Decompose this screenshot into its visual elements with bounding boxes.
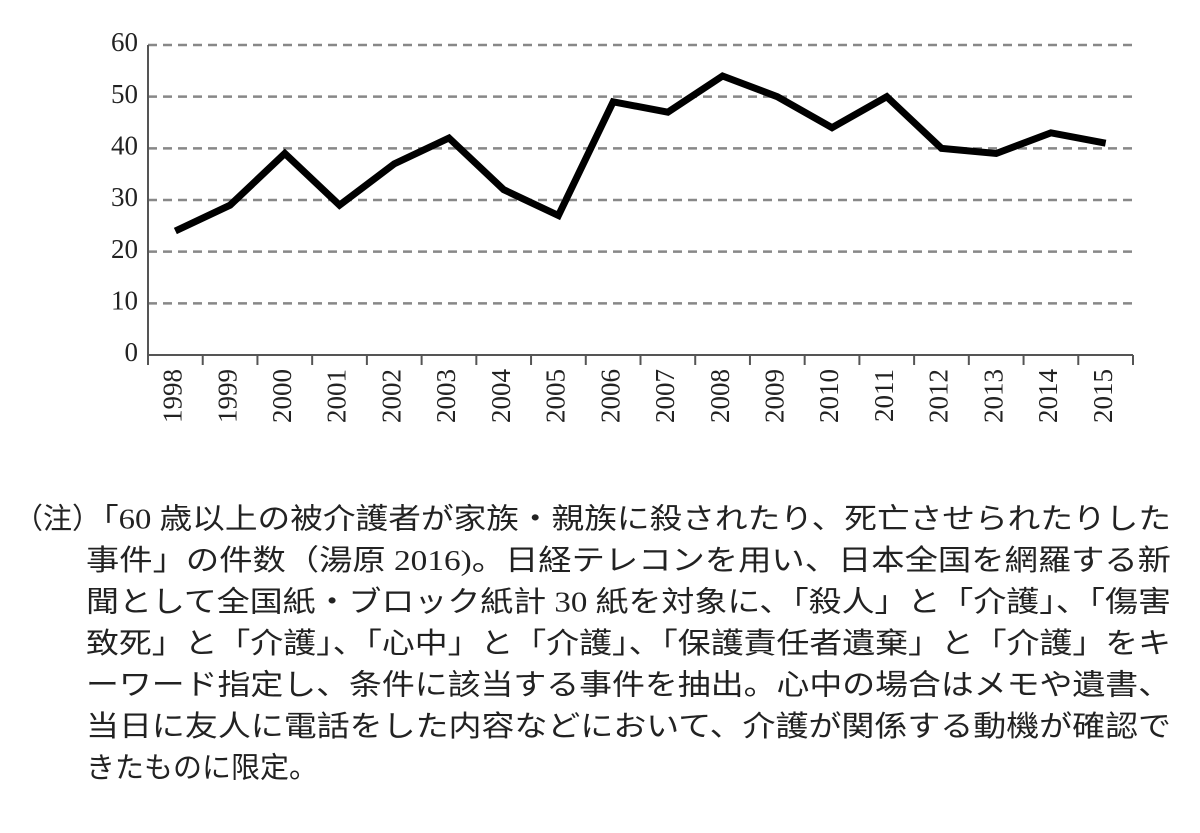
x-tick-label: 2000 xyxy=(267,369,297,423)
y-tick-label: 50 xyxy=(111,79,138,109)
note-line: ーワード指定し、条件に該当する事件を抽出。心中の場合はメモや遺書、 xyxy=(86,669,1171,702)
y-tick-label: 60 xyxy=(111,27,138,57)
y-tick-label: 40 xyxy=(111,131,138,161)
x-tick-label: 2011 xyxy=(869,369,899,422)
y-tick-label: 0 xyxy=(125,337,139,367)
x-tick-label: 2014 xyxy=(1033,369,1063,424)
x-tick-label: 2001 xyxy=(322,369,352,423)
x-tick-label: 2008 xyxy=(705,369,735,423)
note-line: 当日に友人に電話をした内容などにおいて、介護が関係する動機が確認で xyxy=(86,710,1171,743)
x-tick-label: 1998 xyxy=(158,369,188,423)
x-tick-label: 2005 xyxy=(541,369,571,423)
x-tick-label: 2009 xyxy=(760,369,790,423)
x-tick-label: 2015 xyxy=(1088,369,1118,423)
x-tick-label: 2012 xyxy=(924,369,954,423)
y-tick-label: 30 xyxy=(111,182,138,212)
x-tick-label: 2002 xyxy=(376,369,406,423)
x-tick-label: 2003 xyxy=(431,369,461,423)
x-tick-label: 2010 xyxy=(814,369,844,423)
y-tick-label: 20 xyxy=(111,234,138,264)
y-tick-label: 10 xyxy=(111,286,138,316)
note-line: 「60 歳以上の被介護者が家族・親族に殺されたり、死亡させられたりした xyxy=(86,503,1171,536)
x-tick-label: 2004 xyxy=(486,369,516,424)
x-tick-label: 2013 xyxy=(978,369,1008,423)
note-line: 致死」と「介護」、「心中」と「介護」、「保護責任者遺棄」と「介護」をキ xyxy=(86,627,1171,660)
x-tick-label: 1999 xyxy=(212,369,242,423)
x-tick-label: 2007 xyxy=(650,369,680,423)
x-tick-label: 2006 xyxy=(595,369,625,423)
note-line: 聞として全国紙・ブロック紙計 30 紙を対象に、「殺人」と「介護」、「傷害 xyxy=(86,586,1171,619)
note-line: 事件」の件数（湯原 2016)。日経テレコンを用い、日本全国を網羅する新 xyxy=(86,544,1171,577)
note-prefix: （注） xyxy=(14,503,101,536)
note-line: きたものに限定。 xyxy=(86,752,318,785)
line-series xyxy=(173,72,1107,235)
